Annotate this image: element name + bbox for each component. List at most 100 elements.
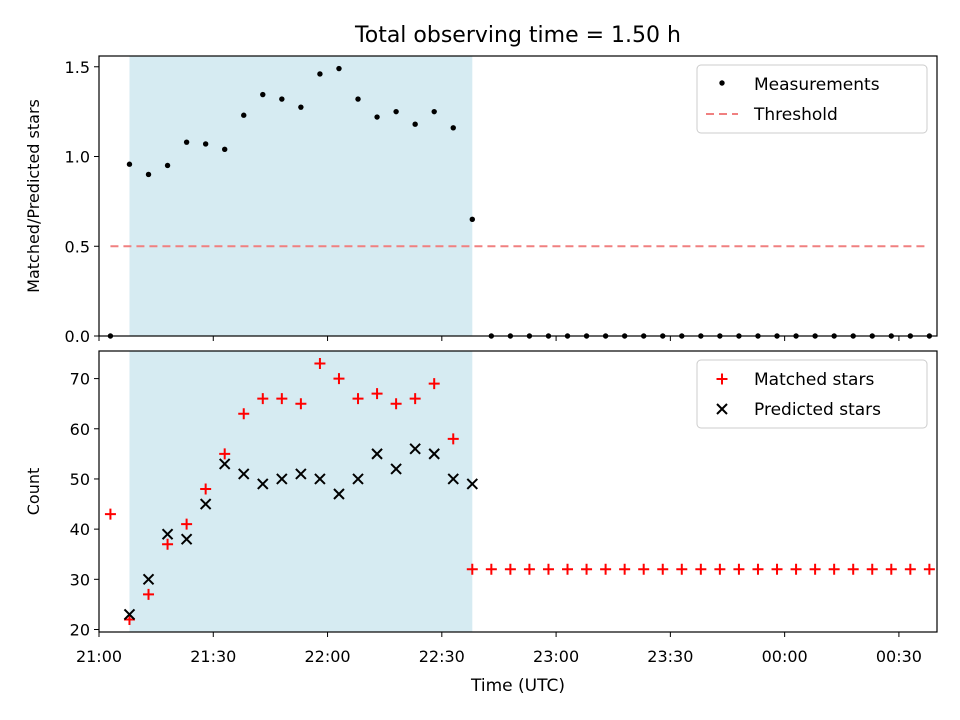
predicted-star-marker [371,448,383,460]
matched-star-marker [238,408,250,420]
matched-star-marker [828,563,840,575]
matched-star-marker [638,563,650,575]
matched-star-marker [904,563,916,575]
matched-star-marker [790,563,802,575]
matched-star-marker [181,518,193,530]
y-tick-label: 20 [70,620,90,639]
matched-star-marker [562,563,574,575]
predicted-star-marker [276,473,288,485]
predicted-star-marker [409,443,421,455]
matched-star-marker [847,563,859,575]
top-panel: 0.0 0.5 1.0 1.5 Matched/Predicted stars Measu… [24,55,938,346]
x-tick-label: 23:00 [533,647,579,666]
measurement-point [279,96,285,102]
measurement-point [126,161,133,167]
y-tick-label: 40 [70,520,90,539]
measurement-point [222,146,228,153]
matched-star-marker [390,398,402,410]
predicted-star-marker [180,533,193,545]
x-tick-label: 00:00 [762,647,808,666]
measurement-point [260,91,266,98]
measurement-point [202,141,209,147]
legend-cross-marker [716,403,728,415]
measurement-point [374,114,380,120]
predicted-star-marker [257,478,269,490]
predicted-star-marker [161,528,174,540]
matched-star-marker [143,588,155,600]
y-tick-label: 30 [70,570,90,589]
legend-label: Predicted stars [754,400,881,420]
matched-star-marker [771,563,783,575]
measurement-point [317,71,323,77]
measurement-point [241,112,247,118]
measurement-point [469,216,475,223]
predicted-star-marker [238,468,250,480]
legend-dot-marker [719,80,725,86]
matched-star-marker [714,563,726,575]
bottom-panel: 20 30 40 50 60 70 21:00 21:30 22:00 22:30 23:00 23:… [24,350,938,666]
matched-star-marker [200,483,212,495]
legend-plus-marker [716,373,728,385]
measurement-point [412,121,418,127]
y-tick-label: 50 [70,470,90,489]
predicted-star-marker [333,488,345,500]
matched-star-marker [219,448,231,460]
measurement-point [145,171,152,178]
measurement-point [431,108,437,115]
matched-star-marker [752,563,764,575]
matched-star-marker [600,563,612,575]
y-tick-label: 0.5 [65,237,90,256]
predicted-star-marker [199,498,212,510]
measurement-point [355,96,361,102]
y-axis-label: Matched/Predicted stars [24,99,43,293]
axes-frame [98,350,938,633]
legend-box [696,64,928,134]
measurement-point [450,125,456,131]
matched-star-marker [885,563,897,575]
predicted-star-marker [295,468,307,480]
legend-label: Measurements [754,75,880,95]
matched-star-marker [657,563,669,575]
matched-star-marker [162,538,174,550]
matched-star-marker [523,563,535,575]
matched-star-marker [809,563,821,575]
axes-frame [98,55,938,337]
predicted-star-marker [428,448,440,460]
predicted-star-marker [123,608,136,621]
matched-star-marker [542,563,554,575]
matched-star-marker [314,358,326,370]
predicted-star-marker [352,473,364,485]
matched-star-marker [866,563,878,575]
matched-star-marker [695,563,707,575]
measurement-point [393,108,399,115]
matched-star-marker [676,563,688,575]
x-tick-label: 21:00 [76,647,122,666]
predicted-star-marker [447,473,459,485]
matched-star-marker [447,433,459,445]
matched-star-marker [466,563,478,575]
x-tick-label: 00:30 [876,647,922,666]
legend-label: Threshold [753,105,838,125]
matched-star-marker [333,373,345,385]
legend-box [696,359,928,429]
predicted-star-marker [466,478,478,490]
x-tick-label: 21:30 [190,647,236,666]
matched-star-marker [104,508,116,520]
x-axis-label: Time (UTC) [470,676,565,696]
measurement-point [336,65,342,72]
measurement-point [298,104,304,110]
y-tick-label: 1.5 [65,58,90,77]
matched-star-marker [295,398,307,410]
y-tick-label: 60 [70,420,90,439]
matched-star-marker [371,388,383,400]
matched-star-marker [923,563,935,575]
predicted-star-marker [390,463,402,475]
y-tick-label: 70 [70,370,90,389]
matched-star-marker [733,563,745,575]
shaded-region [129,56,473,336]
matched-star-marker [352,393,364,405]
matched-star-marker [257,393,269,405]
matched-star-marker [581,563,593,575]
figure-title: Total observing time = 1.50 h [354,23,681,48]
matched-star-marker [428,378,440,390]
